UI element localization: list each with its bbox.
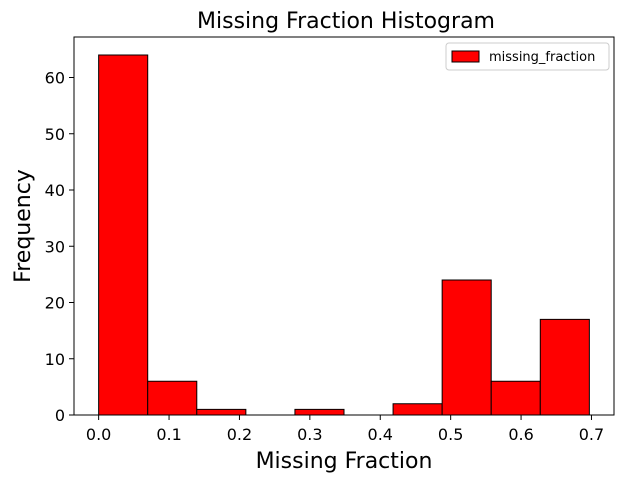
x-tick-label: 0.1 bbox=[156, 425, 181, 444]
y-tick-label: 10 bbox=[45, 350, 65, 369]
y-axis-ticks: 0 10 20 30 40 50 60 bbox=[45, 69, 74, 425]
histogram-bar bbox=[147, 380, 198, 416]
x-axis-ticks: 0.0 0.1 0.2 0.3 0.4 0.5 0.6 0.7 bbox=[86, 415, 604, 444]
x-tick-label: 0.7 bbox=[579, 425, 604, 444]
x-tick-label: 0.4 bbox=[368, 425, 393, 444]
y-tick-label: 50 bbox=[45, 125, 65, 144]
histogram-bar bbox=[196, 408, 247, 416]
x-tick-label: 0.6 bbox=[508, 425, 533, 444]
chart-title: Missing Fraction Histogram bbox=[197, 9, 495, 34]
histogram-bar bbox=[98, 54, 149, 416]
histogram-bar bbox=[539, 318, 590, 416]
x-tick-label: 0.3 bbox=[297, 425, 322, 444]
y-tick-label: 40 bbox=[45, 181, 65, 200]
y-tick-label: 60 bbox=[45, 69, 65, 88]
histogram-bar bbox=[392, 403, 443, 416]
legend-label: missing_fraction bbox=[489, 50, 595, 65]
x-tick-label: 0.5 bbox=[438, 425, 463, 444]
x-tick-label: 0.2 bbox=[227, 425, 252, 444]
legend-swatch bbox=[451, 50, 480, 63]
y-tick-label: 20 bbox=[45, 294, 65, 313]
bars-layer bbox=[98, 54, 590, 416]
y-axis-title: Frequency bbox=[11, 169, 36, 283]
legend-box bbox=[445, 42, 610, 71]
histogram-bar bbox=[441, 279, 492, 416]
y-tick-label: 0 bbox=[55, 406, 65, 425]
plot-frame bbox=[73, 36, 615, 416]
x-axis-title: Missing Fraction bbox=[256, 449, 433, 474]
histogram-bar bbox=[490, 380, 541, 416]
x-tick-label: 0.0 bbox=[86, 425, 111, 444]
histogram-bar bbox=[294, 408, 345, 416]
y-tick-label: 30 bbox=[45, 237, 65, 256]
legend: missing_fraction bbox=[445, 42, 610, 71]
